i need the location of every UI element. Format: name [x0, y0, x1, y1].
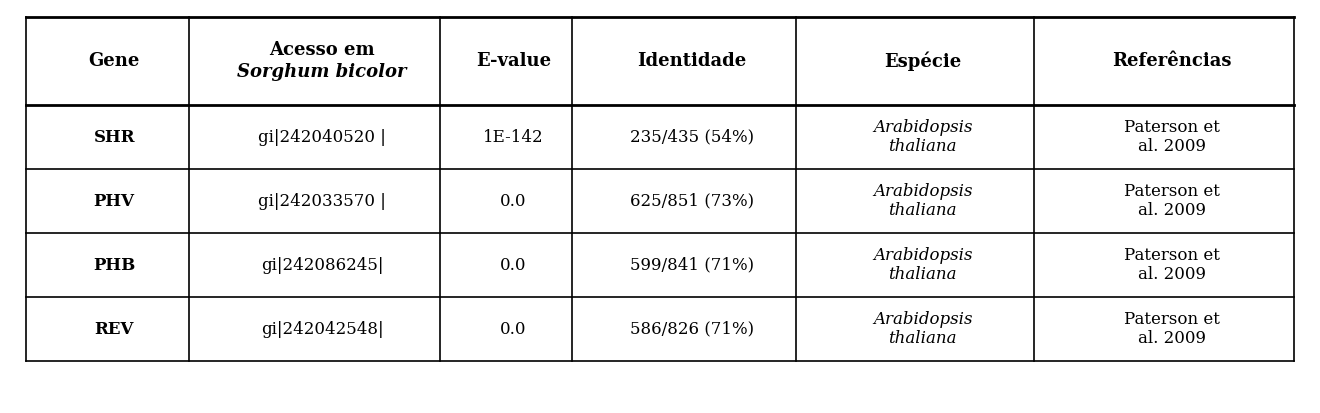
Text: al. 2009: al. 2009: [1138, 266, 1205, 283]
Text: Paterson et: Paterson et: [1123, 311, 1220, 328]
Text: Arabidopsis: Arabidopsis: [873, 247, 973, 264]
Text: al. 2009: al. 2009: [1138, 138, 1205, 155]
Text: 0.0: 0.0: [500, 321, 527, 338]
Text: Arabidopsis: Arabidopsis: [873, 119, 973, 136]
Text: Arabidopsis: Arabidopsis: [873, 311, 973, 328]
Text: gi|242042548|: gi|242042548|: [261, 321, 383, 338]
Text: Arabidopsis: Arabidopsis: [873, 183, 973, 200]
Text: gi|242033570 |: gi|242033570 |: [259, 193, 385, 210]
Text: Paterson et: Paterson et: [1123, 183, 1220, 200]
Text: 599/841 (71%): 599/841 (71%): [630, 257, 754, 274]
Text: 625/851 (73%): 625/851 (73%): [630, 193, 754, 210]
Text: thaliana: thaliana: [888, 266, 957, 283]
Text: 0.0: 0.0: [500, 257, 527, 274]
Text: thaliana: thaliana: [888, 138, 957, 155]
Text: Gene: Gene: [88, 52, 140, 70]
Text: Identidade: Identidade: [638, 52, 746, 70]
Text: REV: REV: [95, 321, 133, 338]
Text: gi|242086245|: gi|242086245|: [261, 257, 383, 274]
Text: 586/826 (71%): 586/826 (71%): [630, 321, 754, 338]
Text: 235/435 (54%): 235/435 (54%): [630, 129, 754, 146]
Text: Paterson et: Paterson et: [1123, 119, 1220, 136]
Text: al. 2009: al. 2009: [1138, 330, 1205, 347]
Text: 0.0: 0.0: [500, 193, 527, 210]
Text: Referências: Referências: [1111, 52, 1232, 70]
Text: Acesso em: Acesso em: [269, 41, 375, 59]
Text: E-value: E-value: [477, 52, 550, 70]
Text: gi|242040520 |: gi|242040520 |: [259, 129, 385, 146]
Text: al. 2009: al. 2009: [1138, 202, 1205, 219]
Text: PHB: PHB: [92, 257, 136, 274]
Text: 1E-142: 1E-142: [483, 129, 544, 146]
Text: Espécie: Espécie: [884, 51, 961, 71]
Text: Paterson et: Paterson et: [1123, 247, 1220, 264]
Text: Sorghum bicolor: Sorghum bicolor: [238, 63, 407, 81]
Text: thaliana: thaliana: [888, 202, 957, 219]
Text: thaliana: thaliana: [888, 330, 957, 347]
Text: PHV: PHV: [94, 193, 135, 210]
Text: SHR: SHR: [94, 129, 135, 146]
